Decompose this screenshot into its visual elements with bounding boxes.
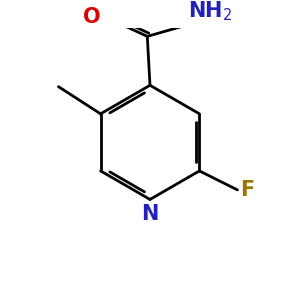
Text: F: F: [240, 180, 254, 200]
Text: NH$_2$: NH$_2$: [188, 0, 232, 23]
Text: O: O: [83, 7, 101, 27]
Text: N: N: [141, 203, 159, 224]
